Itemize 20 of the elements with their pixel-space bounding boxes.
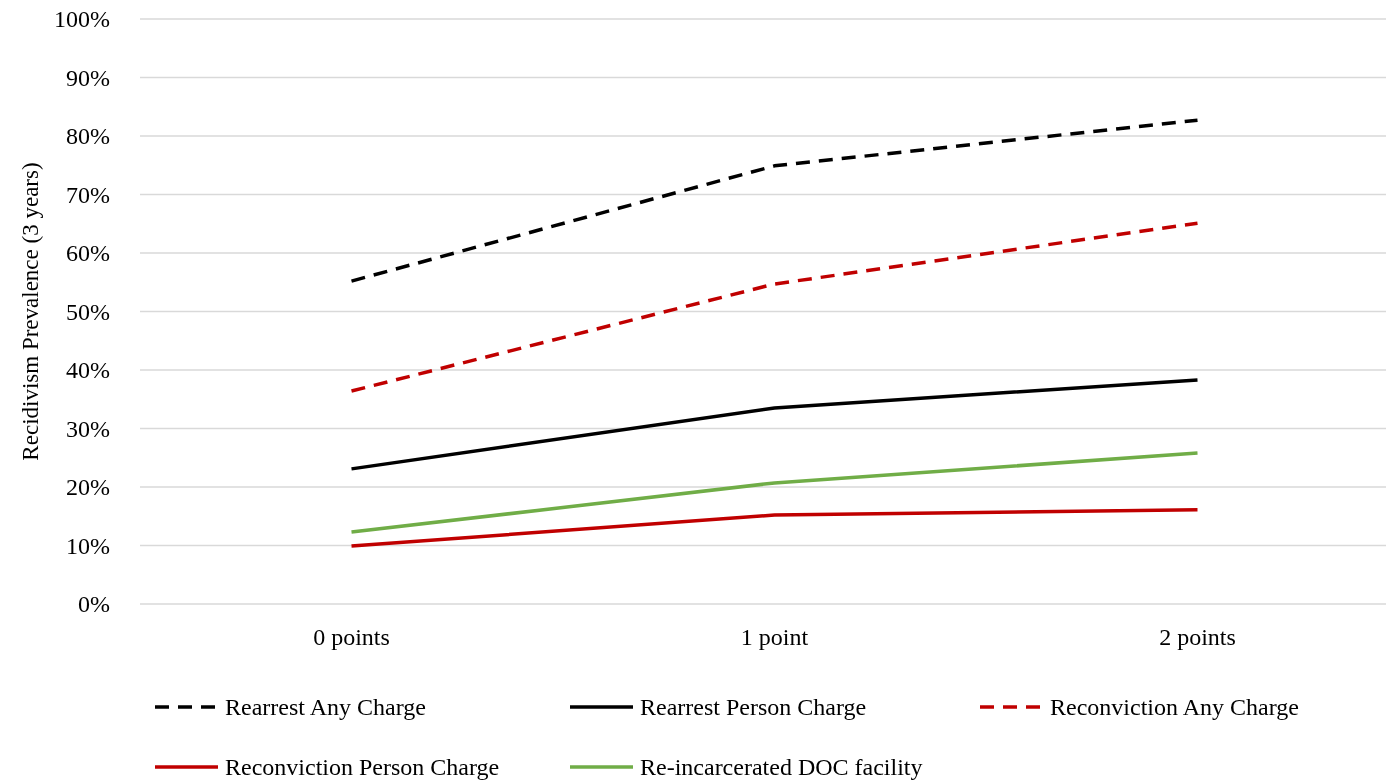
y-tick-label: 80% [66,123,110,150]
x-tick-label: 2 points [1159,624,1236,650]
y-tick-label: 90% [66,64,110,91]
y-tick-label: 0% [78,591,110,618]
y-tick-label: 70% [66,181,110,208]
y-tick-label: 40% [66,357,110,384]
y-axis-title: Recidivism Prevalence (3 years) [18,162,43,461]
x-tick-label: 1 point [740,624,809,650]
y-tick-label: 60% [66,240,110,267]
legend-label: Rearrest Any Charge [225,694,426,721]
legend-label: Reconviction Person Charge [225,754,500,781]
legend-label: Re-incarcerated DOC facility [640,754,923,781]
y-tick-label: 100% [54,6,110,33]
y-tick-label: 10% [66,532,110,559]
y-tick-label: 50% [66,298,110,325]
y-tick-label: 30% [66,415,110,442]
legend-label: Rearrest Person Charge [640,694,867,721]
y-tick-label: 20% [66,474,110,501]
x-tick-label: 0 points [313,624,390,650]
legend-label: Reconviction Any Charge [1050,694,1299,721]
